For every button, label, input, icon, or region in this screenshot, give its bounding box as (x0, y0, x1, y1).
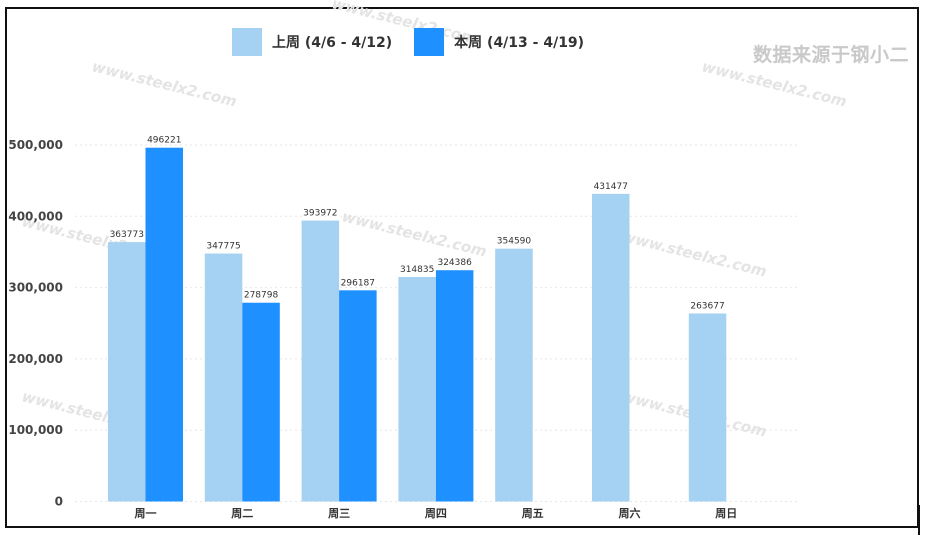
x-tick-label: 周五 (522, 507, 544, 520)
legend-swatch-this-week (414, 28, 445, 56)
bar-last-week (688, 313, 727, 502)
frame-edge (918, 505, 920, 535)
source-note: 数据来源于钢小二 (752, 44, 909, 66)
legend-label-last-week: 上周 (4/6 - 4/12) (272, 35, 393, 51)
data-label: 278798 (244, 291, 279, 301)
y-tick-label: 500,000 (8, 138, 63, 152)
bar-this-week (435, 270, 474, 502)
x-tick-label: 周四 (425, 507, 447, 520)
bar-this-week (242, 302, 280, 502)
legend-item-last-week[interactable]: 上周 (4/6 - 4/12) (232, 28, 392, 56)
x-tick-label: 周二 (231, 507, 253, 520)
data-label: 393972 (303, 209, 337, 219)
bar-last-week (398, 277, 436, 502)
bar-this-week (339, 290, 377, 502)
bar-last-week (495, 248, 533, 502)
y-tick-label: 0 (55, 495, 63, 509)
data-label: 363773 (110, 230, 144, 240)
y-tick-label: 400,000 (8, 209, 63, 223)
y-tick-label: 200,000 (8, 352, 63, 366)
y-tick-label: 300,000 (8, 281, 63, 295)
bar-last-week (592, 193, 630, 502)
y-tick-label: 100,000 (8, 423, 63, 437)
legend-swatch-last-week (232, 28, 262, 56)
x-tick-label: 周日 (715, 507, 737, 520)
chart-legend: 上周 (4/6 - 4/12) 本周 (4/13 - 4/19) (232, 28, 584, 56)
data-label: 314835 (400, 265, 434, 275)
bar-last-week (204, 253, 243, 502)
x-tick-label: 周一 (135, 507, 157, 520)
data-label: 496221 (147, 136, 181, 146)
x-tick-label: 周六 (619, 506, 641, 520)
legend-item-this-week[interactable]: 本周 (4/13 - 4/19) (414, 28, 584, 56)
data-label: 347775 (206, 242, 240, 252)
data-label: 296187 (341, 278, 375, 288)
data-label: 324386 (437, 258, 472, 268)
bar-last-week (108, 242, 146, 502)
legend-label-this-week: 本周 (4/13 - 4/19) (454, 35, 585, 51)
data-label: 263677 (690, 301, 724, 311)
bar-this-week (145, 147, 183, 502)
x-tick-label: 周三 (328, 507, 350, 520)
bar-last-week (301, 220, 340, 502)
data-label: 354590 (497, 237, 532, 247)
data-label: 431477 (594, 182, 628, 192)
